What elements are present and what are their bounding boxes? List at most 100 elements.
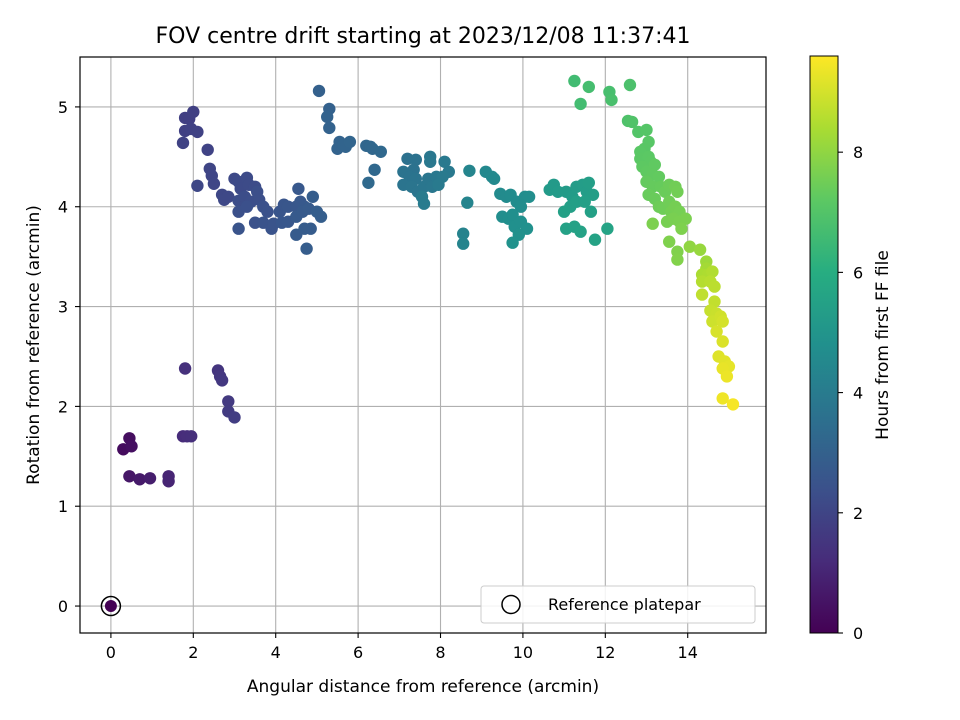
x-tick-label: 12 <box>595 643 615 662</box>
data-point <box>720 370 734 383</box>
data-point <box>215 374 229 387</box>
data-point <box>374 145 387 158</box>
data-point <box>708 280 721 293</box>
data-point <box>557 205 571 218</box>
y-tick-label: 1 <box>58 497 68 516</box>
colorbar-tick-label: 6 <box>853 263 863 282</box>
data-point <box>671 253 684 266</box>
data-point <box>191 179 204 192</box>
colorbar-ticks: 0 2 4 6 8 <box>838 143 863 643</box>
data-point <box>133 473 146 486</box>
reference-ring <box>100 595 122 617</box>
x-tick-label: 10 <box>513 643 533 662</box>
data-point <box>574 225 587 238</box>
data-point <box>586 188 600 201</box>
data-point <box>675 222 688 235</box>
data-point <box>601 222 614 235</box>
data-point <box>578 195 591 208</box>
data-point <box>726 398 740 411</box>
colorbar-label: Hours from first FF file <box>873 250 893 440</box>
y-tick-label: 5 <box>58 98 68 117</box>
data-point <box>178 362 192 375</box>
data-point <box>663 235 676 248</box>
colorbar-tick-label: 4 <box>853 384 863 403</box>
data-point <box>312 84 326 98</box>
data-point <box>640 123 653 137</box>
colorbar-tick-label: 0 <box>853 624 863 643</box>
data-point <box>625 115 639 129</box>
data-point <box>716 335 729 348</box>
data-point <box>514 200 528 213</box>
data-point <box>292 182 305 195</box>
data-point <box>683 240 696 253</box>
data-point <box>706 265 719 278</box>
reference-marker <box>100 595 122 617</box>
y-axis-ticks: 0 1 2 3 4 5 <box>58 98 80 616</box>
data-point <box>710 325 723 338</box>
data-point <box>487 172 501 185</box>
colorbar-tick-label: 2 <box>853 504 863 523</box>
data-point <box>671 185 684 198</box>
data-point <box>461 196 474 209</box>
data-point <box>679 212 692 225</box>
colorbar-tick-label: 8 <box>853 143 863 162</box>
y-tick-label: 0 <box>58 597 68 616</box>
y-tick-label: 3 <box>58 298 68 317</box>
data-point <box>648 158 661 171</box>
data-point <box>588 233 602 246</box>
data-point <box>261 205 274 218</box>
data-point <box>432 178 445 191</box>
grid-lines <box>80 57 766 633</box>
data-point <box>506 236 519 249</box>
data-point <box>314 210 328 223</box>
data-point <box>438 155 451 168</box>
data-point <box>693 243 707 256</box>
data-point <box>300 242 313 255</box>
data-point <box>123 470 136 483</box>
y-tick-label: 4 <box>58 198 68 217</box>
data-point <box>695 288 709 301</box>
data-point <box>362 176 375 189</box>
data-point <box>584 205 598 218</box>
x-axis-label: Angular distance from reference (arcmin) <box>247 677 599 697</box>
data-point <box>321 110 334 124</box>
legend-box <box>480 585 756 624</box>
data-point <box>463 164 476 177</box>
data-point <box>368 163 381 176</box>
data-point <box>716 392 729 405</box>
data-point <box>409 153 422 166</box>
x-tick-label: 4 <box>271 643 281 662</box>
x-axis-ticks: 0 2 4 6 8 10 12 14 <box>106 633 698 662</box>
x-tick-label: 14 <box>678 643 698 662</box>
data-point <box>185 430 198 443</box>
data-point <box>568 74 581 88</box>
data-point <box>574 97 587 111</box>
data-point <box>457 227 470 240</box>
legend-marker <box>501 594 521 615</box>
data-point <box>623 78 637 92</box>
data-point <box>304 222 317 235</box>
data-point <box>646 217 659 230</box>
y-axis-label: Rotation from reference (arcmin) <box>24 205 44 485</box>
data-point <box>457 237 470 250</box>
data-point <box>228 411 241 424</box>
data-point <box>716 315 729 328</box>
data-point <box>605 93 618 107</box>
data-point <box>417 197 431 210</box>
legend: Reference platepar <box>480 585 756 624</box>
data-point <box>162 475 175 488</box>
data-point <box>506 208 519 221</box>
colorbar <box>809 55 839 634</box>
x-tick-label: 0 <box>106 643 116 662</box>
data-point <box>323 121 336 135</box>
y-tick-label: 2 <box>58 397 68 416</box>
data-point <box>143 472 157 485</box>
data-point <box>232 222 245 235</box>
data-point <box>522 190 536 203</box>
data-point <box>424 155 437 168</box>
data-point <box>306 190 319 203</box>
data-point <box>125 440 138 453</box>
reference-point <box>104 600 117 613</box>
